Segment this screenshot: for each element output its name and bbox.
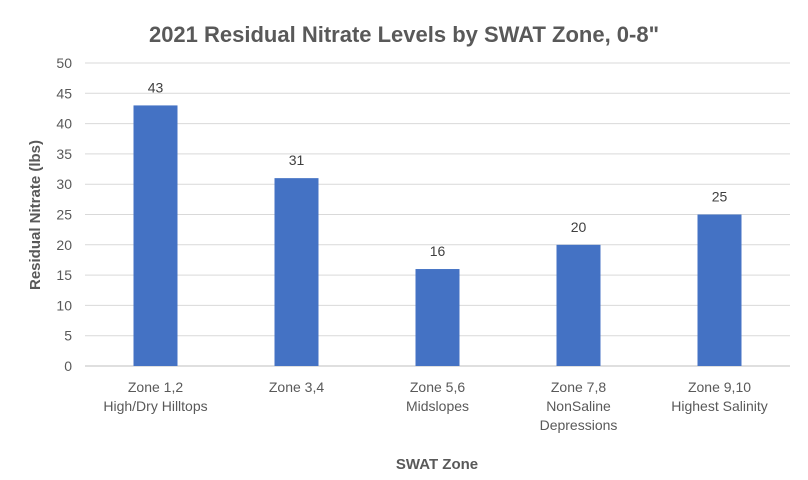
y-tick-label: 5 [64, 328, 72, 344]
data-label: 43 [148, 79, 164, 95]
x-tick-label: Zone 9,10 Highest Salinity [671, 379, 768, 414]
x-axis-categories: Zone 1,2 High/Dry Hilltops Zone 3,4 Zone 5,… [103, 379, 767, 433]
y-tick-label: 35 [56, 146, 72, 162]
y-tick-label: 10 [56, 297, 72, 313]
data-label: 20 [571, 219, 587, 235]
data-label: 31 [289, 152, 305, 168]
x-axis-title: SWAT Zone [396, 456, 478, 473]
x-tick-label: Zone 3,4 [269, 379, 324, 395]
x-tick-label: Zone 5,6 Midslopes [406, 379, 469, 414]
y-tick-label: 50 [56, 55, 72, 71]
bar [274, 178, 319, 366]
bars [133, 105, 742, 367]
y-tick-label: 30 [56, 176, 72, 192]
bar [133, 105, 178, 367]
y-axis-ticks: 0 5 10 15 20 25 30 35 40 45 50 [56, 55, 72, 374]
y-axis-title: Residual Nitrate (lbs) [27, 140, 44, 290]
y-tick-label: 15 [56, 267, 72, 283]
y-tick-label: 25 [56, 207, 72, 223]
y-tick-label: 45 [56, 85, 72, 101]
x-tick-label: Zone 7,8 NonSaline Depressions [540, 379, 618, 433]
data-label: 16 [430, 243, 446, 259]
data-label: 25 [712, 189, 728, 205]
data-labels: 43 31 16 20 25 [148, 79, 728, 259]
gridlines [85, 62, 790, 367]
chart-title: 2021 Residual Nitrate Levels by SWAT Zon… [149, 22, 659, 47]
y-tick-label: 40 [56, 116, 72, 132]
y-tick-label: 0 [64, 358, 72, 374]
y-tick-label: 20 [56, 237, 72, 253]
bar [415, 269, 460, 366]
x-tick-label: Zone 1,2 High/Dry Hilltops [103, 379, 207, 414]
bar [556, 244, 601, 366]
bar [697, 214, 742, 366]
